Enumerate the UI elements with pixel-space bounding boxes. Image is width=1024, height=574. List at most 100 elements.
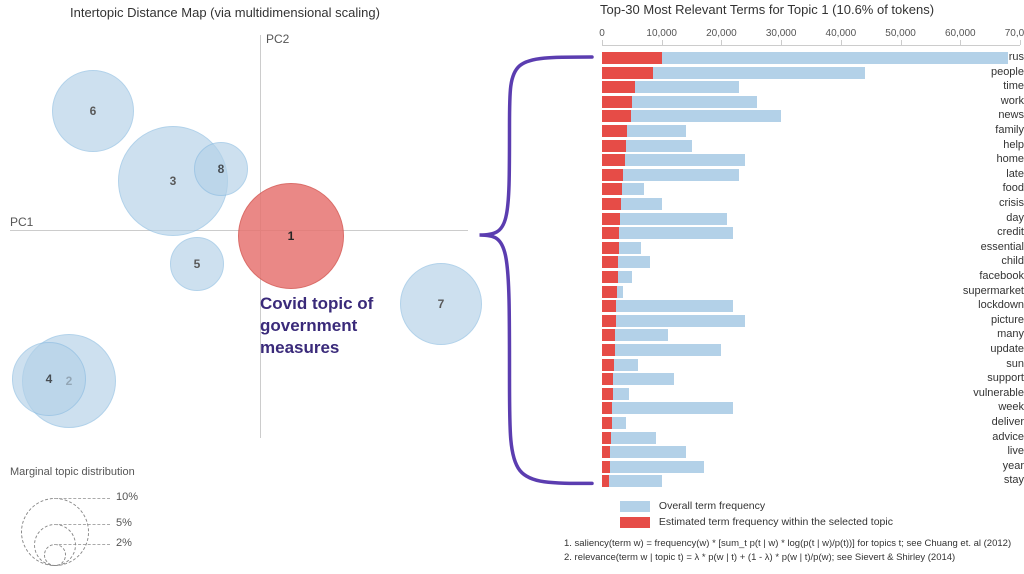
term-row: people (530, 67, 1024, 81)
bar-overall (602, 446, 686, 458)
x-tick (662, 40, 663, 45)
topic-circle-6[interactable]: 6 (52, 70, 134, 152)
term-label: food (958, 182, 1024, 194)
bar-topic (602, 373, 613, 385)
annotation-line2: government (260, 315, 373, 337)
x-tick (960, 40, 961, 45)
bar-topic (602, 388, 613, 400)
term-label: picture (958, 314, 1024, 326)
legend-overall-label: Overall term frequency (659, 500, 765, 512)
bar-topic (602, 198, 621, 210)
term-label: time (958, 80, 1024, 92)
x-tick-label: 40,000 (826, 28, 857, 39)
bar-topic (602, 242, 619, 254)
term-row: coronavirus (530, 52, 1024, 66)
x-tick (901, 40, 902, 45)
term-row: picture (530, 315, 1024, 329)
term-row: news (530, 110, 1024, 124)
bar-topic (602, 154, 625, 166)
right-panel-terms: Top-30 Most Relevant Terms for Topic 1 (… (530, 0, 1024, 574)
bar-topic (602, 344, 615, 356)
topic-circle-4[interactable]: 4 (12, 342, 86, 416)
bar-topic (602, 315, 616, 327)
annotation-line1: Covid topic of (260, 293, 373, 315)
topic-circle-8[interactable]: 8 (194, 142, 248, 196)
term-label: year (958, 460, 1024, 472)
term-row: update (530, 344, 1024, 358)
term-row: day (530, 213, 1024, 227)
x-tick-label: 30,000 (766, 28, 797, 39)
term-row: time (530, 81, 1024, 95)
bar-topic (602, 417, 612, 429)
term-label: live (958, 445, 1024, 457)
x-tick (721, 40, 722, 45)
term-label: work (958, 95, 1024, 107)
term-row: credit (530, 227, 1024, 241)
term-label: deliver (958, 416, 1024, 428)
formula-saliency: 1. saliency(term w) = frequency(w) * [su… (564, 538, 1011, 549)
bar-topic (602, 213, 620, 225)
bar-overall (602, 315, 745, 327)
right-panel-title: Top-30 Most Relevant Terms for Topic 1 (… (600, 2, 934, 17)
bar-overall (602, 344, 721, 356)
term-label: supermarket (958, 285, 1024, 297)
term-label: vulnerable (958, 387, 1024, 399)
term-label: late (958, 168, 1024, 180)
term-row: facebook (530, 271, 1024, 285)
bar-topic (602, 256, 618, 268)
bar-topic (602, 96, 632, 108)
x-tick-label: 60,000 (945, 28, 976, 39)
term-row: stay (530, 475, 1024, 489)
marginal-label-5%: 5% (116, 517, 132, 529)
term-label: home (958, 153, 1024, 165)
bar-topic (602, 169, 623, 181)
bar-topic (602, 432, 611, 444)
bar-overall (602, 402, 733, 414)
selected-topic-annotation: Covid topic of government measures (260, 293, 373, 359)
topic-circle-7[interactable]: 7 (400, 263, 482, 345)
marginal-label-2%: 2% (116, 537, 132, 549)
bar-topic (602, 67, 653, 79)
term-row: week (530, 402, 1024, 416)
topic-circle-5[interactable]: 5 (170, 237, 224, 291)
term-label: lockdown (958, 299, 1024, 311)
term-row: advice (530, 432, 1024, 446)
term-row: child (530, 256, 1024, 270)
bar-overall (602, 227, 733, 239)
term-row: home (530, 154, 1024, 168)
term-row: live (530, 446, 1024, 460)
x-tick-label: 0 (599, 28, 605, 39)
marginal-label-10%: 10% (116, 491, 138, 503)
bar-topic (602, 227, 619, 239)
term-label: day (958, 212, 1024, 224)
bar-overall (602, 461, 704, 473)
bar-topic (602, 300, 616, 312)
term-row: year (530, 461, 1024, 475)
bar-topic (602, 286, 617, 298)
x-tick-label: 70,000 (1005, 28, 1024, 39)
legend-topic: Estimated term frequency within the sele… (620, 516, 893, 528)
bar-topic (602, 475, 609, 487)
topic-circle-1[interactable]: 1 (238, 183, 344, 289)
x-tick-label: 50,000 (885, 28, 916, 39)
term-row: help (530, 140, 1024, 154)
bar-topic (602, 359, 614, 371)
bar-overall (602, 52, 1008, 64)
bar-topic (602, 329, 615, 341)
term-label: news (958, 109, 1024, 121)
term-row: food (530, 183, 1024, 197)
left-panel-mds: Intertopic Distance Map (via multidimens… (0, 0, 478, 574)
left-panel-title: Intertopic Distance Map (via multidimens… (70, 5, 380, 20)
term-label: support (958, 372, 1024, 384)
bar-topic (602, 183, 622, 195)
viz-container: Intertopic Distance Map (via multidimens… (0, 0, 1024, 574)
bar-topic (602, 125, 627, 137)
term-label: stay (958, 474, 1024, 486)
term-row: work (530, 96, 1024, 110)
marginal-dash-10% (54, 498, 110, 499)
legend-topic-label: Estimated term frequency within the sele… (659, 516, 893, 528)
term-row: supermarket (530, 286, 1024, 300)
term-label: week (958, 401, 1024, 413)
term-label: sun (958, 358, 1024, 370)
term-row: essential (530, 242, 1024, 256)
